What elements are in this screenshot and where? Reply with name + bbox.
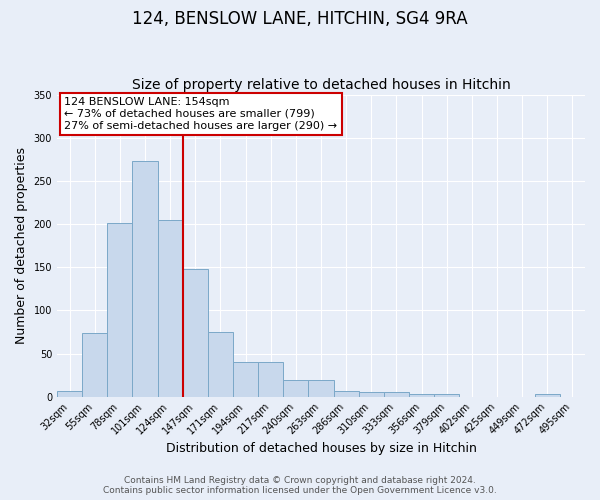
Bar	[233, 362, 258, 396]
Y-axis label: Number of detached properties: Number of detached properties	[15, 147, 28, 344]
Bar	[535, 394, 560, 396]
Bar	[258, 362, 283, 396]
Bar	[359, 392, 384, 396]
Bar	[107, 223, 133, 396]
Text: 124 BENSLOW LANE: 154sqm
← 73% of detached houses are smaller (799)
27% of semi-: 124 BENSLOW LANE: 154sqm ← 73% of detach…	[64, 98, 337, 130]
Text: 124, BENSLOW LANE, HITCHIN, SG4 9RA: 124, BENSLOW LANE, HITCHIN, SG4 9RA	[132, 10, 468, 28]
Title: Size of property relative to detached houses in Hitchin: Size of property relative to detached ho…	[131, 78, 511, 92]
X-axis label: Distribution of detached houses by size in Hitchin: Distribution of detached houses by size …	[166, 442, 476, 455]
Bar	[283, 380, 308, 396]
Bar	[384, 392, 409, 396]
Bar	[308, 380, 334, 396]
Bar	[183, 269, 208, 396]
Bar	[434, 394, 459, 396]
Bar	[158, 220, 183, 396]
Text: Contains HM Land Registry data © Crown copyright and database right 2024.
Contai: Contains HM Land Registry data © Crown c…	[103, 476, 497, 495]
Bar	[57, 390, 82, 396]
Bar	[208, 332, 233, 396]
Bar	[334, 390, 359, 396]
Bar	[409, 394, 434, 396]
Bar	[82, 333, 107, 396]
Bar	[133, 161, 158, 396]
